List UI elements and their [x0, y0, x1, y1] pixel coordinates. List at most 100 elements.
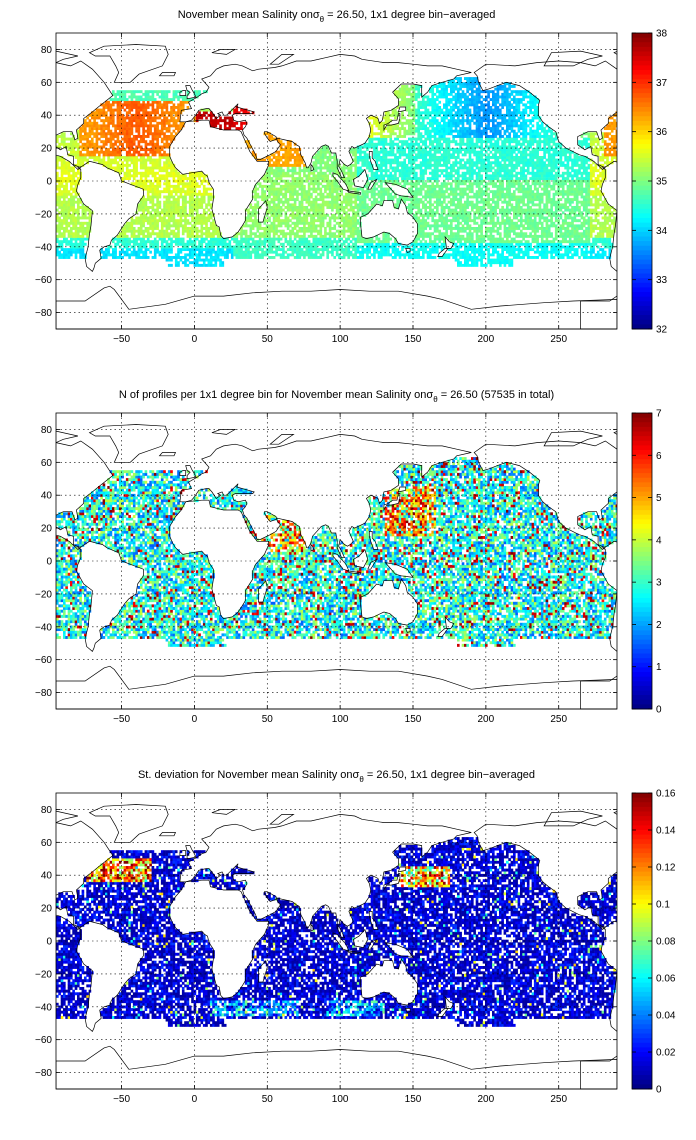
colorbar-segment: [632, 469, 652, 474]
x-tick-label: 50: [262, 1094, 274, 1105]
colorbar-segment: [632, 42, 652, 47]
colorbar-segment: [632, 830, 652, 835]
y-tick-label: 80: [41, 805, 53, 816]
colorbar-segment: [632, 186, 652, 191]
colorbar-tick-label: 35: [656, 177, 668, 188]
colorbar-segment: [632, 1020, 652, 1025]
colorbar-segment: [632, 89, 652, 94]
colorbar-segment: [632, 167, 652, 172]
x-tick-label: 200: [478, 1094, 495, 1105]
colorbar-segment: [632, 635, 652, 640]
colorbar-segment: [632, 677, 652, 682]
colorbar-segment: [632, 913, 652, 918]
colorbar-segment: [632, 927, 652, 932]
colorbar-segment: [632, 524, 652, 529]
y-tick-label: −60: [35, 275, 52, 286]
x-tick-label: 150: [405, 334, 422, 345]
coastline: [160, 833, 176, 836]
colorbar-segment: [632, 978, 652, 983]
y-tick-label: 40: [41, 111, 53, 122]
colorbar-segment: [632, 1052, 652, 1057]
colorbar-segment: [632, 543, 652, 548]
colorbar-segment: [632, 492, 652, 497]
colorbar-segment: [632, 501, 652, 506]
x-tick-label: 250: [550, 334, 567, 345]
colorbar-segment: [632, 163, 652, 168]
x-tick-label: −50: [113, 334, 130, 345]
colorbar-segment: [632, 964, 652, 969]
colorbar-segment: [632, 547, 652, 552]
colorbar-segment: [632, 992, 652, 997]
colorbar-segment: [632, 575, 652, 580]
y-tick-label: 60: [41, 458, 53, 469]
colorbar-segment: [632, 969, 652, 974]
x-tick-label: 50: [262, 334, 274, 345]
colorbar-segment: [632, 1057, 652, 1062]
x-tick-label: 250: [550, 1094, 567, 1105]
colorbar-segment: [632, 75, 652, 80]
colorbar-segment: [632, 204, 652, 209]
panel-title-value: = 26.50 (57535 in total): [438, 389, 555, 401]
colorbar-segment: [632, 821, 652, 826]
colorbar-segment: [632, 158, 652, 163]
colorbar-tick-label: 0.16: [656, 789, 676, 800]
y-tick-label: −40: [35, 622, 52, 633]
colorbar-segment: [632, 306, 652, 311]
colorbar-segment: [632, 812, 652, 817]
colorbar-tick-label: 4: [656, 535, 662, 546]
colorbar-segment: [632, 441, 652, 446]
colorbar-tick-label: 37: [656, 78, 668, 89]
coastline: [212, 429, 235, 434]
colorbar-tick-label: 2: [656, 620, 662, 631]
colorbar-segment: [632, 1006, 652, 1011]
x-tick-label: 250: [550, 714, 567, 725]
colorbar-segment: [632, 858, 652, 863]
colorbar-segment: [632, 213, 652, 218]
colorbar-segment: [632, 464, 652, 469]
colorbar-tick-label: 5: [656, 493, 662, 504]
figure-canvas: November mean Salinity onσθ = 26.50, 1x1…: [0, 0, 696, 1140]
y-tick-label: −80: [35, 1068, 52, 1079]
colorbar-tick-label: 0.12: [656, 863, 676, 874]
colorbar-segment: [632, 593, 652, 598]
colorbar-segment: [632, 987, 652, 992]
colorbar-tick-label: 34: [656, 226, 668, 237]
colorbar-segment: [632, 487, 652, 492]
y-tick-label: 0: [46, 557, 52, 568]
colorbar-segment: [632, 533, 652, 538]
y-tick-label: 60: [41, 838, 53, 849]
colorbar-segment: [632, 79, 652, 84]
colorbar-segment: [632, 112, 652, 117]
data-cells: [56, 77, 618, 267]
colorbar-segment: [632, 950, 652, 955]
colorbar-segment: [632, 93, 652, 98]
colorbar-segment: [632, 1071, 652, 1076]
colorbar-segment: [632, 47, 652, 52]
x-tick-label: 200: [478, 714, 495, 725]
panel-title: November mean Salinity onσθ = 26.50, 1x1…: [178, 9, 496, 24]
coastline: [56, 286, 617, 329]
colorbar-segment: [632, 139, 652, 144]
colorbar-segment: [632, 654, 652, 659]
colorbar-segment: [632, 506, 652, 511]
y-tick-label: −20: [35, 589, 52, 600]
colorbar-segment: [632, 223, 652, 228]
colorbar-segment: [632, 1034, 652, 1039]
colorbar-segment: [632, 218, 652, 223]
colorbar-segment: [632, 237, 652, 242]
colorbar-segment: [632, 983, 652, 988]
panel-title-value: = 26.50, 1x1 degree bin−averaged: [364, 769, 535, 781]
y-tick-label: 40: [41, 491, 53, 502]
colorbar-segment: [632, 102, 652, 107]
colorbar-segment: [632, 598, 652, 603]
colorbar-segment: [632, 538, 652, 543]
colorbar-segment: [632, 227, 652, 232]
colorbar-tick-label: 0.04: [656, 1011, 676, 1022]
colorbar-segment: [632, 649, 652, 654]
x-tick-label: 100: [332, 1094, 349, 1105]
y-tick-label: −40: [35, 1002, 52, 1013]
x-tick-label: 50: [262, 714, 274, 725]
colorbar-segment: [632, 436, 652, 441]
colorbar-segment: [632, 798, 652, 803]
colorbar-segment: [632, 853, 652, 858]
